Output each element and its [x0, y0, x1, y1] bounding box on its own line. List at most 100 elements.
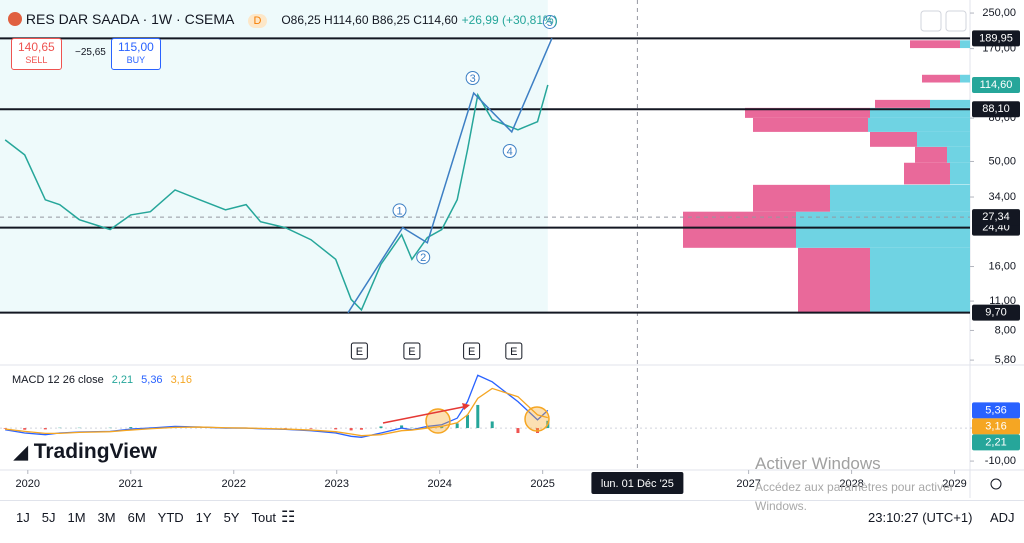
- wave-marker: [465, 71, 480, 86]
- macd-histogram-bar: [43, 428, 47, 430]
- buy-price: 115,00: [118, 40, 154, 54]
- range-button[interactable]: 1M: [67, 510, 86, 525]
- range-button[interactable]: 3M: [97, 510, 116, 525]
- range-button[interactable]: Tout: [251, 510, 277, 525]
- windows-title: Activer Windows: [755, 454, 881, 473]
- y-tick-label: 250,00: [982, 7, 1016, 19]
- earnings-label: E: [468, 346, 475, 358]
- arrow-head: [462, 403, 470, 410]
- macd-y-tick-label: -10,00: [985, 455, 1016, 467]
- x-tick-label: 2029: [942, 478, 966, 490]
- profile-down: [753, 117, 868, 132]
- profile-up: [830, 184, 970, 212]
- macd-histogram-bar: [309, 428, 313, 429]
- range-button[interactable]: 5J: [41, 510, 56, 525]
- price-line-label: 88,10: [982, 103, 1010, 115]
- macd-axis-label: 2,21: [985, 436, 1006, 448]
- earnings-label: E: [356, 346, 363, 358]
- logo: ◢ TradingView: [14, 440, 158, 463]
- profile-up: [868, 117, 970, 132]
- range-button[interactable]: 1J: [16, 510, 30, 525]
- profile-up: [960, 74, 970, 83]
- profile-down: [904, 162, 950, 185]
- earnings-marker: [350, 342, 368, 360]
- earnings-marker: [403, 342, 421, 360]
- range-button[interactable]: 1Y: [195, 510, 212, 525]
- profile-down: [910, 40, 960, 49]
- profile-down: [870, 131, 917, 147]
- range-button[interactable]: YTD: [157, 510, 184, 525]
- symbol: RES DAR SAADA · 1W · CSEMA: [25, 11, 234, 27]
- y-tick-label: 5,80: [995, 354, 1016, 366]
- macd-axis-label: 5,36: [985, 404, 1006, 416]
- x-tick-label: 2024: [427, 478, 451, 490]
- wave-label: 2: [420, 252, 426, 264]
- arrow: [382, 405, 469, 424]
- price-line-series: [4, 84, 549, 312]
- macd-histogram-bar: [349, 428, 353, 431]
- macd-histogram-bar: [440, 426, 444, 429]
- macd-histogram-bar: [129, 427, 133, 429]
- macd-histogram-bar: [334, 428, 338, 430]
- macd-histogram-bar: [23, 428, 27, 430]
- buy-button[interactable]: 115,00 BUY: [111, 38, 161, 70]
- date-range-icon[interactable]: ☷: [281, 509, 296, 526]
- x-tick-label: 2020: [16, 478, 40, 490]
- sell-button[interactable]: 140,65 SELL: [11, 38, 62, 70]
- macd-histogram-bar: [379, 426, 383, 429]
- adj-button[interactable]: ADJ: [990, 510, 1015, 525]
- logo-text: TradingView: [33, 440, 158, 463]
- clock: 23:10:27 (UTC+1): [868, 510, 973, 525]
- profile-up: [796, 211, 970, 248]
- sell-price: 140,65: [18, 40, 55, 54]
- wave-line: [347, 38, 553, 314]
- y-tick-label: 50,00: [988, 155, 1016, 167]
- scroll-button[interactable]: [920, 10, 942, 32]
- macd-histogram-bar: [476, 404, 480, 429]
- crosshair-y-bg: [972, 209, 1020, 226]
- change: +26,99 (+30,81%): [461, 13, 558, 27]
- ohlc: O86,25 H114,60 B86,25 C114,60: [281, 13, 458, 27]
- macd-axis-label-bg: [972, 418, 1020, 435]
- x-tick-label: 2028: [839, 478, 863, 490]
- macd-histogram-bar: [516, 428, 520, 434]
- macd-histogram-bar: [455, 423, 459, 429]
- y-tick-label: 16,00: [988, 260, 1016, 272]
- range-button[interactable]: 6M: [127, 510, 146, 525]
- chart: 250,00170,0080,0050,0034,0016,0011,008,0…: [0, 0, 1024, 498]
- earnings-marker: [463, 342, 481, 360]
- settings-button[interactable]: [990, 478, 1002, 490]
- macd-histogram-bar: [400, 425, 404, 429]
- macd-histogram-bar: [490, 421, 494, 429]
- macd-legend-value: 5,36: [141, 374, 162, 386]
- buy-label: BUY: [126, 55, 146, 65]
- sell-label: SELL: [25, 55, 48, 65]
- profile-up: [950, 162, 970, 185]
- price-line-label: 9,70: [985, 307, 1006, 319]
- crosshair-x-bg: [591, 472, 684, 494]
- price-line-label-bg: [972, 30, 1020, 47]
- x-tick-label: 2021: [119, 478, 143, 490]
- toolbar: 1J 5J 1M 3M 6M YTD 1Y 5Y Tout ☷ 23:10:27 (UTC+1)…: [0, 500, 1024, 543]
- wave-label: 3: [470, 73, 476, 85]
- header: RES DAR SAADA · 1W · CSEMA D O86,25 H114…: [8, 11, 558, 28]
- macd-axis-label: 3,16: [985, 420, 1006, 432]
- profile-down: [875, 99, 930, 108]
- x-tick-label: 2025: [530, 478, 554, 490]
- profile-down: [745, 107, 870, 118]
- macd-histogram-bar: [359, 428, 363, 430]
- x-tick-label: 2023: [324, 478, 348, 490]
- profile-up: [870, 107, 970, 118]
- wave-marker: [392, 203, 407, 218]
- signal-line: [5, 387, 548, 437]
- macd-title: MACD 12 26 close: [12, 374, 104, 386]
- x-tick-label: 2022: [222, 478, 246, 490]
- price-line-label: 189,95: [979, 32, 1013, 44]
- profile-down: [922, 74, 960, 83]
- windows-text: Accédez aux paramètres pour activer Wind…: [755, 480, 954, 513]
- range-button[interactable]: 5Y: [223, 510, 240, 525]
- wave-label: 5: [547, 17, 553, 29]
- y-tick-label: 8,00: [995, 324, 1016, 336]
- fullscreen-button[interactable]: [945, 10, 967, 32]
- profile-up: [870, 247, 970, 313]
